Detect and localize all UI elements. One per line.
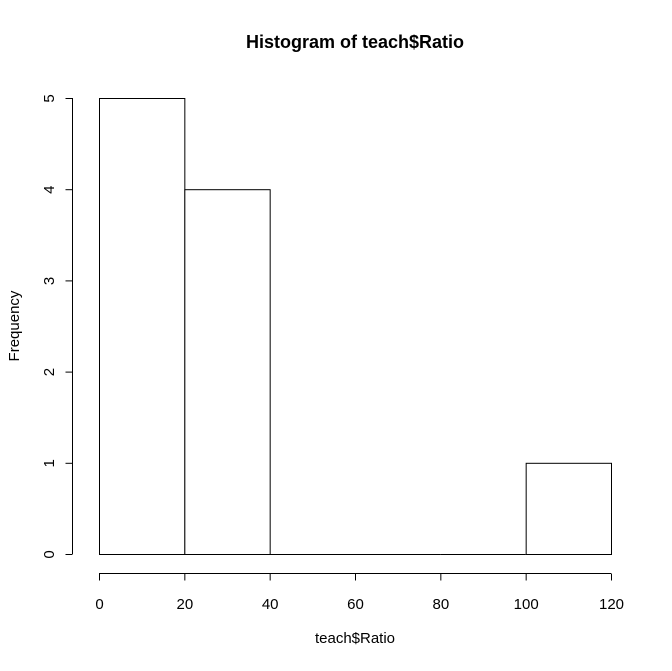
histogram-bar (525, 462, 613, 555)
x-tick-label: 100 (514, 596, 539, 613)
y-tick-label: 5 (41, 94, 58, 102)
bars (99, 98, 613, 555)
x-tick-label: 0 (95, 596, 103, 613)
histogram-bar (99, 98, 186, 555)
x-axis: 0 20 40 60 80 100 120 (95, 573, 624, 613)
x-tick-label: 80 (432, 596, 449, 613)
y-tick-label: 4 (41, 186, 58, 194)
x-tick-label: 60 (347, 596, 364, 613)
x-tick-label: 120 (599, 596, 624, 613)
chart-title: Histogram of teach$Ratio (246, 32, 464, 52)
x-tick-label: 40 (262, 596, 279, 613)
y-tick-label: 1 (41, 459, 58, 467)
y-tick-label: 0 (41, 550, 58, 558)
y-axis-label: Frequency (6, 290, 23, 361)
histogram-bar (184, 189, 271, 555)
y-tick-label: 3 (41, 277, 58, 285)
y-axis: 0 1 2 3 4 5 (41, 94, 73, 559)
x-tick-label: 20 (176, 596, 193, 613)
x-axis-label: teach$Ratio (315, 630, 395, 647)
y-tick-label: 2 (41, 368, 58, 376)
